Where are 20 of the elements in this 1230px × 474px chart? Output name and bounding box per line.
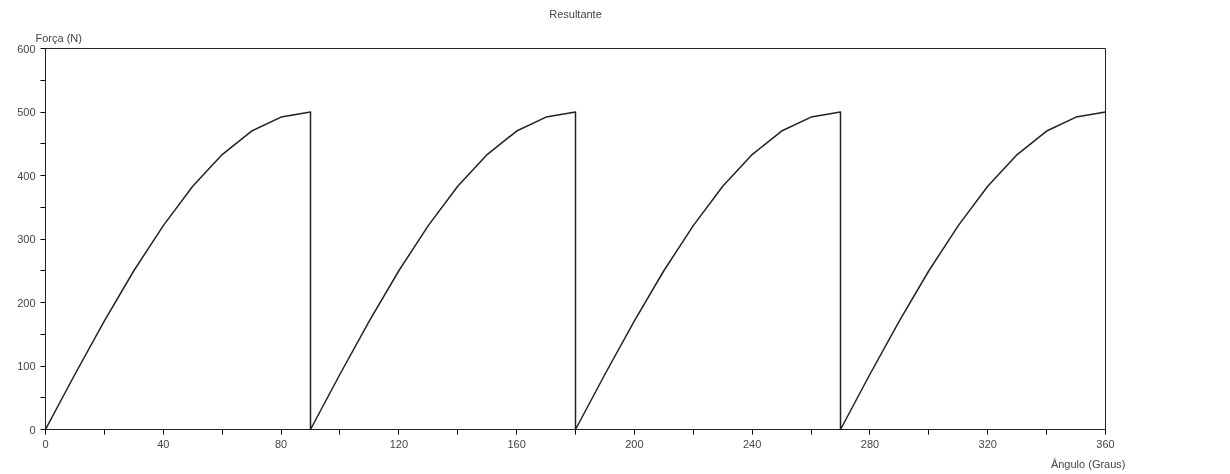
x-tick-label: 320 (978, 437, 997, 450)
x-tick-label: 0 (42, 437, 49, 450)
x-tick-label: 120 (389, 437, 409, 450)
y-tick-label: 200 (17, 296, 36, 309)
x-tick-label: 200 (625, 437, 644, 450)
y-tick-label: 0 (29, 423, 36, 436)
y-tick-label: 600 (17, 42, 36, 55)
x-tick-label: 40 (157, 437, 170, 450)
x-axis-title: Ângulo (Graus) (1050, 457, 1126, 470)
x-tick-label: 360 (1096, 437, 1115, 450)
y-tick-label: 400 (17, 169, 36, 182)
y-axis-title: Força (N) (35, 31, 82, 44)
x-tick-label: 160 (507, 437, 526, 450)
x-tick-label: 280 (860, 437, 880, 450)
chart-title: Resultante (549, 7, 602, 20)
x-tick-label: 80 (274, 437, 288, 450)
y-tick-label: 500 (17, 106, 36, 118)
y-tick-label: 100 (17, 360, 36, 372)
y-tick-label: 300 (17, 233, 36, 245)
x-tick-label: 240 (742, 437, 762, 450)
